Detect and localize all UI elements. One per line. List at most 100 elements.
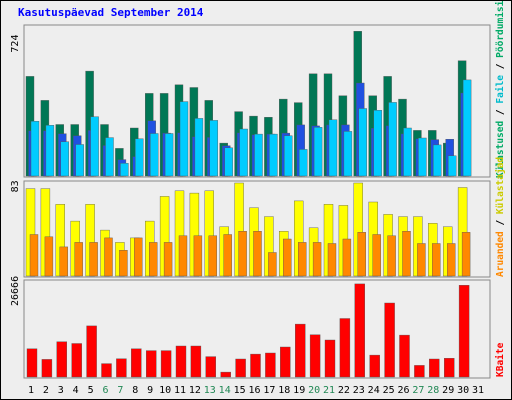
x-label-day-20: 20 <box>308 385 320 396</box>
bar-kbytes-day-24 <box>369 354 380 378</box>
bar-files-day-13 <box>209 120 219 177</box>
bar-kbytes-day-15 <box>235 358 246 378</box>
bar-reports-day-30 <box>461 232 471 277</box>
bar-reports-day-5 <box>89 242 98 277</box>
x-label-day-27: 27 <box>412 385 424 396</box>
x-label-day-2: 2 <box>43 385 49 396</box>
bar-files-day-23 <box>358 108 367 177</box>
bar-files-day-17 <box>269 133 278 177</box>
bar-files-day-18 <box>284 135 293 177</box>
legend-top: Külastused / Faile / Pöördumisi <box>495 0 506 178</box>
x-label-day-24: 24 <box>368 385 380 396</box>
bar-files-day-30 <box>462 79 472 177</box>
chart-title: Kasutuspäevad September 2014 <box>18 6 204 19</box>
bar-kbytes-day-13 <box>205 356 217 378</box>
bar-kbytes-day-6 <box>101 363 112 378</box>
x-label-day-10: 10 <box>159 385 171 396</box>
bar-kbytes-day-29 <box>444 358 455 378</box>
x-label-day-30: 30 <box>457 385 469 396</box>
bar-reports-day-8 <box>134 237 143 277</box>
bar-reports-day-26 <box>402 230 411 277</box>
bar-kbytes-day-9 <box>145 350 157 378</box>
x-label-day-25: 25 <box>383 385 395 396</box>
bar-kbytes-day-14 <box>220 371 231 378</box>
bar-reports-day-20 <box>312 242 322 277</box>
bar-reports-day-28 <box>432 243 441 277</box>
bar-kbytes-day-2 <box>41 359 53 378</box>
bar-reports-day-11 <box>178 235 188 277</box>
bar-reports-day-15 <box>238 230 247 277</box>
bar-files-day-12 <box>194 118 204 177</box>
bar-reports-day-17 <box>268 252 277 277</box>
bar-files-day-19 <box>299 149 308 177</box>
bar-kbytes-day-12 <box>190 345 202 378</box>
bar-kbytes-day-10 <box>160 350 172 378</box>
bar-files-day-26 <box>403 127 412 177</box>
x-label-day-16: 16 <box>248 385 260 396</box>
bar-reports-day-10 <box>163 242 173 277</box>
bar-files-day-20 <box>313 127 323 177</box>
bar-files-day-10 <box>164 133 174 177</box>
bar-reports-day-21 <box>327 243 337 277</box>
x-label-day-11: 11 <box>174 385 186 396</box>
bar-kbytes-day-8 <box>131 348 142 378</box>
x-label-day-28: 28 <box>427 385 439 396</box>
x-label-day-4: 4 <box>73 385 79 396</box>
bar-reports-day-25 <box>387 235 396 277</box>
x-label-day-12: 12 <box>189 385 201 396</box>
bar-reports-day-23 <box>357 232 366 277</box>
x-label-day-18: 18 <box>278 385 290 396</box>
x-label-day-6: 6 <box>102 385 108 396</box>
bar-reports-day-29 <box>447 243 456 277</box>
bar-files-day-11 <box>179 101 189 177</box>
bar-reports-day-9 <box>148 242 158 277</box>
bar-files-day-5 <box>90 116 99 177</box>
x-label-day-7: 7 <box>117 385 123 396</box>
bar-files-day-7 <box>120 163 129 177</box>
bar-reports-day-27 <box>417 243 426 277</box>
bar-kbytes-day-16 <box>250 353 261 378</box>
x-label-day-14: 14 <box>219 385 231 396</box>
bar-kbytes-day-18 <box>280 346 291 378</box>
x-label-day-17: 17 <box>263 385 275 396</box>
bar-files-day-16 <box>254 133 263 177</box>
bar-kbytes-day-5 <box>86 325 97 378</box>
x-label-day-21: 21 <box>323 385 335 396</box>
bar-files-day-2 <box>45 125 55 177</box>
bar-files-day-28 <box>433 144 442 177</box>
legend-bottom: KBaite <box>495 342 506 377</box>
bar-kbytes-day-20 <box>309 334 321 378</box>
bar-reports-day-24 <box>372 234 381 277</box>
bar-kbytes-day-11 <box>175 345 187 378</box>
bar-files-day-8 <box>135 138 144 177</box>
bar-reports-day-19 <box>298 242 307 277</box>
bar-files-day-9 <box>149 133 159 177</box>
bar-kbytes-day-7 <box>116 358 127 378</box>
x-label-day-31: 31 <box>472 385 484 396</box>
ymax-label-top: 724 <box>10 35 21 53</box>
bar-reports-day-2 <box>44 236 54 277</box>
bar-reports-day-1 <box>29 234 39 277</box>
bar-files-day-21 <box>328 119 338 177</box>
bar-reports-day-4 <box>74 242 83 277</box>
bar-kbytes-day-30 <box>458 285 470 378</box>
bar-kbytes-day-22 <box>339 318 351 378</box>
bar-reports-day-16 <box>253 230 262 277</box>
bar-files-day-3 <box>60 141 69 177</box>
ymax-label-bottom: 26666 <box>10 276 21 306</box>
bar-reports-day-18 <box>283 238 292 277</box>
bar-files-day-29 <box>448 155 457 177</box>
bar-kbytes-day-1 <box>26 348 38 378</box>
x-label-day-29: 29 <box>442 385 454 396</box>
x-label-day-1: 1 <box>28 385 34 396</box>
x-label-day-26: 26 <box>397 385 409 396</box>
x-label-day-19: 19 <box>293 385 305 396</box>
x-label-day-5: 5 <box>88 385 94 396</box>
bar-files-day-1 <box>30 120 40 177</box>
bar-kbytes-day-17 <box>265 352 276 378</box>
bar-reports-day-12 <box>193 235 203 277</box>
x-label-day-8: 8 <box>132 385 138 396</box>
bar-kbytes-day-19 <box>295 323 306 378</box>
